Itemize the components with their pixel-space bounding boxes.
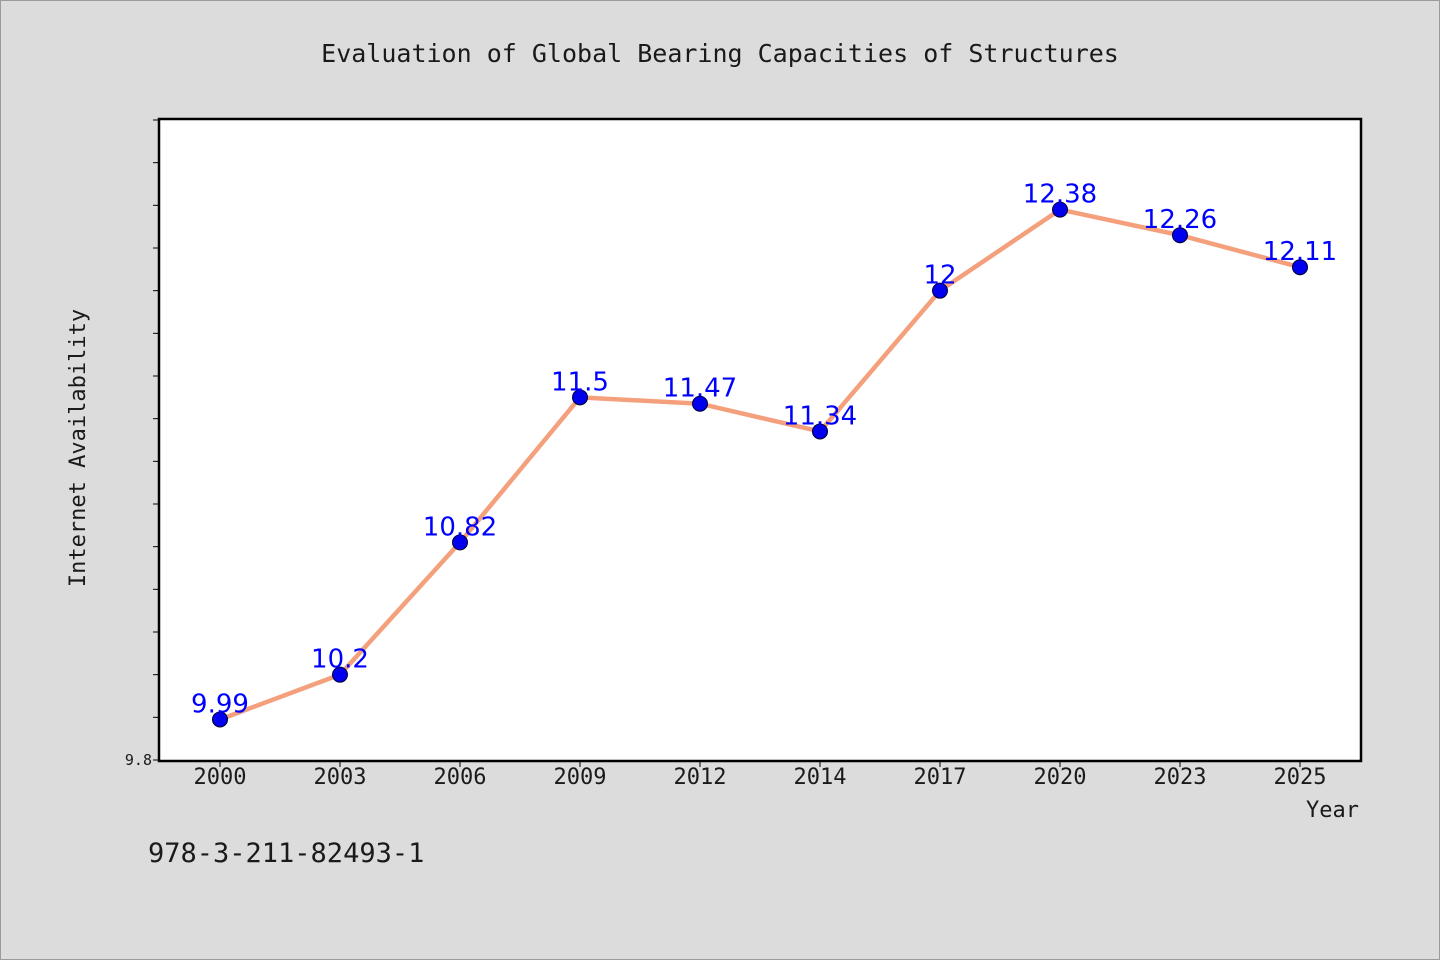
data-label: 10.2 bbox=[311, 645, 369, 675]
x-tick-label: 2025 bbox=[1274, 765, 1327, 790]
data-label: 11.47 bbox=[663, 374, 737, 404]
data-point bbox=[692, 395, 708, 412]
data-label: 12 bbox=[923, 261, 956, 291]
x-tick-label: 2003 bbox=[314, 765, 367, 790]
series-line bbox=[217, 207, 1303, 722]
data-label: 10.82 bbox=[423, 512, 497, 542]
data-label: 12.26 bbox=[1143, 205, 1217, 235]
x-tick-label: 2020 bbox=[1034, 765, 1087, 790]
data-point bbox=[1292, 259, 1308, 276]
y-axis-label: Internet Availability bbox=[66, 309, 91, 587]
y-tick-label: 9.8 bbox=[125, 751, 152, 769]
x-tick-label: 2012 bbox=[674, 765, 727, 790]
data-point bbox=[212, 711, 228, 728]
x-tick-label: 2009 bbox=[554, 765, 607, 790]
data-point bbox=[1052, 201, 1068, 218]
data-label: 11.34 bbox=[783, 401, 857, 431]
data-label: 9.99 bbox=[191, 689, 249, 719]
x-tick-label: 2006 bbox=[434, 765, 487, 790]
x-axis-label: Year bbox=[1306, 798, 1359, 823]
data-label: 11.5 bbox=[551, 367, 609, 397]
x-axis: 2000 2003 2006 2009 2012 2014 2017 2020 2023 2025 bbox=[194, 760, 1327, 790]
data-point bbox=[932, 282, 948, 299]
x-tick-label: 2000 bbox=[194, 765, 247, 790]
data-point bbox=[332, 666, 348, 683]
data-label: 12.11 bbox=[1263, 237, 1337, 267]
isbn-text: 978-3-211-82493-1 bbox=[148, 838, 424, 869]
data-point bbox=[572, 389, 588, 406]
x-tick-label: 2023 bbox=[1154, 765, 1207, 790]
chart-title: Evaluation of Global Bearing Capacities … bbox=[321, 39, 1119, 68]
data-point bbox=[1172, 227, 1188, 244]
y-axis-minor-ticks: 9.8 bbox=[125, 119, 160, 769]
data-point bbox=[812, 423, 828, 440]
data-label: 12.38 bbox=[1023, 180, 1097, 210]
series-line-layer bbox=[217, 207, 1303, 722]
x-tick-label: 2017 bbox=[914, 765, 967, 790]
x-tick-label: 2014 bbox=[794, 765, 847, 790]
data-labels-layer: 9.99 10.2 10.82 11.5 11.47 11.34 12 12.38 12.26 1… bbox=[191, 180, 1337, 720]
series-markers-layer bbox=[212, 201, 1308, 728]
data-point bbox=[452, 534, 468, 551]
